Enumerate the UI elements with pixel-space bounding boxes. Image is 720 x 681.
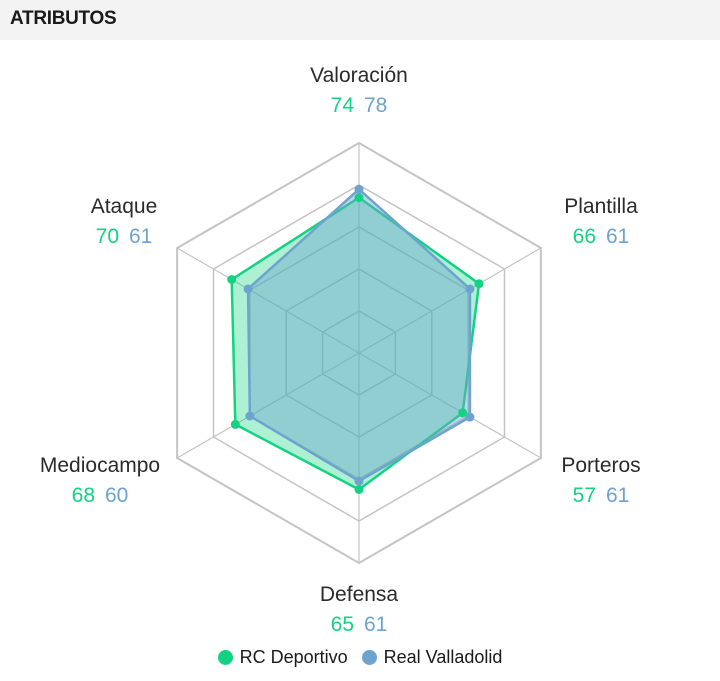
axis-label-plantilla: Plantilla [564,195,638,218]
data-point-team-b-porteros [465,412,475,422]
axis-label-ataque: Ataque [91,195,158,218]
legend-label-team-a: RC Deportivo [239,646,348,667]
spoke-ataque [176,247,360,354]
legend-dot-team-b [361,649,377,665]
axis-values-ataque: 70 61 [96,225,153,248]
data-point-team-b-defensa [354,476,364,486]
legend-label-team-b: Real Valladolid [383,646,503,667]
value-team-b-valoracion: 78 [364,94,387,117]
legend-dot-team-a [217,649,233,665]
value-team-a-plantilla: 66 [573,225,596,248]
value-team-a-defensa: 65 [331,613,354,636]
value-team-a-mediocampo: 68 [72,484,95,507]
radar-chart: Valoración 74 78 Plantilla 66 61 Porteros 57 61 D… [40,64,641,636]
axis-label-defensa: Defensa [320,583,399,606]
data-point-team-a-valoracion [354,193,364,203]
axis-values-defensa: 65 61 [331,613,388,636]
value-team-b-plantilla: 61 [606,225,629,248]
spoke-mediocampo [176,352,360,459]
axis-label-porteros: Porteros [561,454,640,477]
value-team-b-ataque: 61 [129,225,152,248]
value-team-a-ataque: 70 [96,225,119,248]
value-team-b-mediocampo: 60 [105,484,128,507]
data-point-team-a-porteros [458,408,468,418]
data-point-team-a-ataque [227,275,237,284]
legend-item-team-b[interactable]: Real Valladolid [361,646,503,668]
legend-item-team-a[interactable]: RC Deportivo [217,646,348,668]
axis-label-mediocampo: Mediocampo [40,454,160,477]
section-header: ATRIBUTOS [0,0,720,40]
data-point-team-b-plantilla [465,284,475,294]
value-team-a-valoracion: 74 [331,94,355,117]
data-point-team-b-ataque [243,284,253,294]
spoke-plantilla [358,247,542,354]
axis-values-valoracion: 74 78 [331,94,388,117]
data-point-team-a-defensa [354,485,364,494]
chart-legend: RC Deportivo Real Valladolid [0,644,720,670]
section-title: ATRIBUTOS [10,8,117,29]
axis-values-porteros: 57 61 [573,484,630,507]
value-team-a-porteros: 57 [573,484,596,507]
value-team-b-porteros: 61 [606,484,629,507]
data-point-team-a-mediocampo [230,419,240,429]
data-point-team-b-mediocampo [245,411,255,421]
value-team-b-defensa: 61 [364,613,387,636]
data-point-team-b-valoracion [354,184,364,194]
spoke-porteros [358,352,542,459]
axis-values-mediocampo: 68 60 [72,484,129,507]
axis-values-plantilla: 66 61 [573,225,630,248]
axis-label-valoracion: Valoración [310,64,408,87]
data-point-team-a-plantilla [474,279,484,289]
